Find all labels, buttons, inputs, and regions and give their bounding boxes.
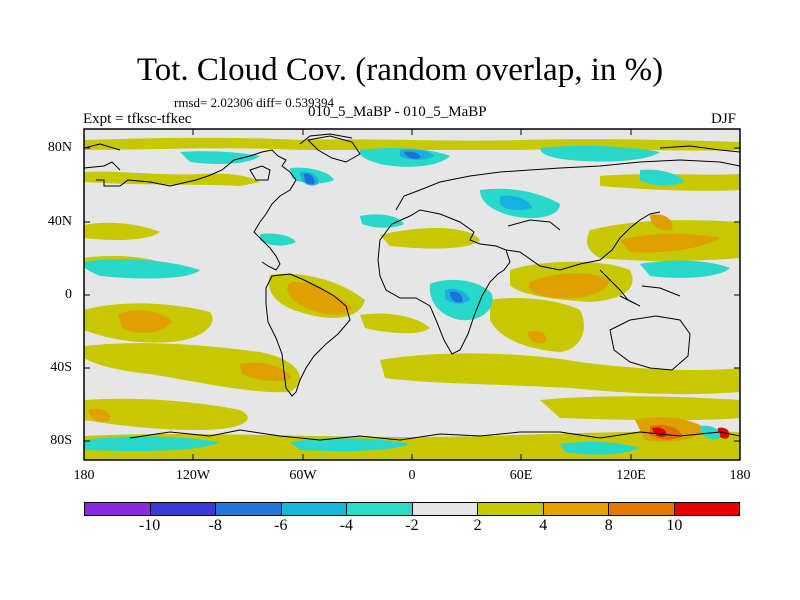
contour-cyan [180, 151, 260, 164]
coastline [507, 219, 561, 231]
contour-cyan [560, 441, 640, 455]
colorbar-label: -4 [339, 517, 354, 534]
contour-orange [620, 233, 720, 253]
contour-orange [287, 281, 352, 315]
x-tick-label: 60E [509, 468, 533, 483]
contour-yellow [380, 228, 480, 249]
colorbar-label: -8 [208, 517, 222, 534]
case-label: 010_5_MaBP - 010_5_MaBP [308, 104, 487, 120]
x-tick-label: 120W [175, 468, 211, 483]
x-tick-label: 120E [616, 468, 646, 483]
colorbar-segment [85, 503, 151, 515]
y-tick-label: 80S [50, 433, 72, 448]
colorbar-label: 2 [473, 517, 482, 534]
coastline [377, 209, 511, 355]
contour-cyan [260, 233, 296, 246]
coastline [96, 149, 297, 271]
colorbar-label: -6 [274, 517, 288, 534]
stats-label: rmsd= 2.02306 diff= 0.539394 [174, 95, 334, 110]
colorbar-segment [412, 503, 478, 515]
x-tick-label: 180 [73, 468, 95, 483]
colorbar-segment [347, 503, 413, 515]
colorbar-segment [609, 503, 675, 515]
contour-blue [304, 173, 315, 185]
season-label: DJF [711, 111, 737, 127]
coastline [129, 429, 740, 441]
contour-yellow [84, 343, 300, 393]
y-tick-label: 40S [50, 360, 72, 375]
contour-cyan [640, 260, 730, 278]
contour-cyan [640, 169, 684, 186]
contour-cyan [360, 214, 404, 228]
colorbar-label: -2 [405, 517, 419, 534]
coastline [265, 273, 351, 397]
coastline [84, 161, 121, 171]
contour-yellow [540, 396, 740, 421]
contour-cyan [290, 438, 410, 452]
x-tick-label: 0 [408, 468, 416, 483]
colorbar [84, 502, 740, 516]
colorbar-segment [281, 503, 347, 515]
contour-orange [118, 310, 172, 333]
contour-blue [404, 151, 421, 159]
y-tick-label: 0 [65, 287, 72, 302]
contour-yellow [84, 222, 160, 240]
x-tick-label: 180 [729, 468, 751, 483]
coastline [609, 315, 691, 371]
contour-cyan [84, 259, 200, 279]
y-tick-label: 80N [47, 140, 72, 155]
coastline [619, 285, 681, 305]
y-tick-marks [84, 147, 740, 442]
colorbar-segment [478, 503, 544, 515]
colorbar-label: -10 [138, 517, 161, 534]
contour-orange [528, 330, 547, 344]
contour-blue [450, 291, 463, 303]
title: Tot. Cloud Cov. (random overlap, in %) [136, 52, 664, 88]
coastline [84, 133, 740, 153]
contour-yellow [490, 298, 584, 352]
colorbar-label: 8 [604, 517, 613, 534]
contour-light-blue [500, 195, 532, 211]
contour-orange [88, 408, 111, 422]
contour-cyan [84, 436, 220, 452]
y-tick-label: 40N [47, 214, 72, 229]
contour-yellow [84, 398, 248, 430]
experiment-label: Expt = tfksc-tfkec [83, 111, 192, 127]
x-tick-label: 60W [289, 468, 317, 483]
contour-orange [528, 273, 610, 299]
colorbar-segment [674, 503, 739, 515]
contour-yellow [84, 171, 260, 186]
contour-orange [240, 362, 292, 381]
coastline [306, 135, 361, 163]
colorbar-segment [216, 503, 282, 515]
coastline [249, 165, 271, 181]
colorbar-label: 4 [539, 517, 548, 534]
colorbar-segment [150, 503, 216, 515]
contour-yellow [360, 313, 430, 334]
contour-yellow [380, 353, 740, 395]
contour-orange [650, 214, 673, 231]
colorbar-label: 10 [666, 517, 683, 534]
x-tick-marks [83, 129, 741, 460]
coastline-group [84, 133, 740, 441]
contour-fill-group [84, 137, 740, 460]
colorbar-segment [543, 503, 609, 515]
contour-cyan [540, 145, 660, 162]
contour-cyan [700, 425, 721, 440]
